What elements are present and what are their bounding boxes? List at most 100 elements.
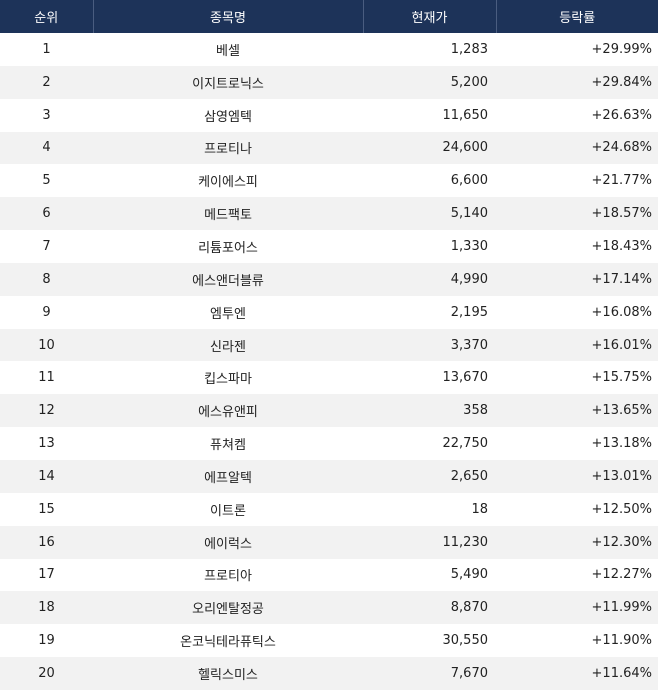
table-cell: 에프알텍 [93, 459, 363, 493]
table-cell: 7 [42, 238, 51, 254]
table-cell: 이트론 [210, 503, 246, 519]
table-cell: 30,550 [442, 633, 489, 649]
table-cell: 리튬포어스 [198, 240, 258, 256]
table-cell: 이지트로닉스 [93, 65, 363, 99]
table-row: 14 에프알텍 2,650 +13.01% [0, 459, 658, 493]
table-row: 16 에이럭스 11,230 +12.30% [0, 525, 658, 559]
table-cell: 18 [471, 501, 488, 517]
table-cell: 10 [0, 328, 93, 362]
table-cell: +12.50% [591, 501, 652, 517]
table-cell: 7,670 [363, 657, 496, 690]
table-row: 4 프로티나 24,600 +24.68% [0, 131, 658, 165]
table-body: 1 베셀 1,283 +29.99% 2 이지트로닉스 5,200 +29.84% 3 삼영엠텍 1… [0, 33, 658, 690]
table-cell: 358 [363, 394, 496, 428]
table-cell: +17.14% [496, 262, 658, 296]
table-row: 12 에스유앤피 358 +13.65% [0, 394, 658, 428]
table-cell: +29.84% [496, 65, 658, 99]
table-row: 7 리튬포어스 1,330 +18.43% [0, 230, 658, 263]
table-cell: 2 [0, 65, 93, 99]
header-cell: 순위 [0, 0, 93, 33]
table-cell: +18.43% [591, 238, 652, 254]
table-row: 3 삼영엠텍 11,650 +26.63% [0, 99, 658, 132]
table-cell: 16 [0, 525, 93, 559]
table-cell: 베셀 [216, 43, 240, 59]
table-cell: +13.01% [496, 459, 658, 493]
table-cell: 헬릭스미스 [93, 657, 363, 690]
table-cell: 오리엔탈정공 [93, 591, 363, 625]
table-cell: 11,650 [442, 107, 489, 123]
table-cell: 3 [42, 107, 51, 123]
table-row: 6 메드팩토 5,140 +18.57% [0, 197, 658, 231]
table-cell: 17 [38, 567, 55, 583]
table-cell: 1,283 [450, 41, 488, 57]
table-cell: 20 [0, 657, 93, 690]
table-cell: 메드팩토 [93, 197, 363, 231]
table-cell: 킵스파마 [204, 372, 252, 388]
table-cell: 1,330 [450, 238, 488, 254]
table-cell: 14 [0, 459, 93, 493]
table-cell: +16.08% [591, 304, 652, 320]
table-cell: 12 [0, 394, 93, 428]
table-cell: +29.99% [591, 41, 652, 57]
table-cell: 에스앤더블류 [93, 262, 363, 296]
table-row: 13 퓨쳐켐 22,750 +13.18% [0, 427, 658, 460]
table-cell: 3,370 [363, 328, 496, 362]
table-row: 19 온코닉테라퓨틱스 30,550 +11.90% [0, 624, 658, 657]
table-cell: +13.18% [591, 436, 652, 452]
table-row: 8 에스앤더블류 4,990 +17.14% [0, 262, 658, 296]
table-cell: 13,670 [442, 370, 489, 386]
table-cell: 22,750 [442, 436, 489, 452]
table-row: 9 엠투엔 2,195 +16.08% [0, 296, 658, 329]
table-row: 1 베셀 1,283 +29.99% [0, 33, 658, 66]
table-cell: +12.27% [591, 567, 652, 583]
table-cell: 5,200 [363, 65, 496, 99]
table-cell: 온코닉테라퓨틱스 [180, 635, 276, 651]
table-cell: 6 [0, 197, 93, 231]
table-cell: 케이에스피 [198, 175, 258, 191]
table-cell: 5,490 [450, 567, 488, 583]
table-row: 17 프로티아 5,490 +12.27% [0, 559, 658, 592]
table-cell: 6,600 [450, 173, 488, 189]
table-cell: +11.90% [591, 633, 652, 649]
table-cell: 엠투엔 [210, 306, 246, 322]
table-row: 2 이지트로닉스 5,200 +29.84% [0, 65, 658, 99]
header-cell: 등락률 [495, 0, 658, 33]
table-cell: +11.64% [496, 657, 658, 690]
table-row: 10 신라젠 3,370 +16.01% [0, 328, 658, 362]
table-cell: 18 [0, 591, 93, 625]
table-row: 5 케이에스피 6,600 +21.77% [0, 164, 658, 197]
table-cell: 에이럭스 [93, 525, 363, 559]
table-row: 11 킵스파마 13,670 +15.75% [0, 361, 658, 394]
table-cell: 프로티아 [204, 569, 252, 585]
table-cell: 15 [38, 501, 55, 517]
table-row: 20 헬릭스미스 7,670 +11.64% [0, 657, 658, 690]
table-cell: 5 [42, 173, 51, 189]
table-cell: 1 [42, 41, 51, 57]
table-cell: 9 [42, 304, 51, 320]
table-cell: 24,600 [363, 131, 496, 165]
table-cell: +13.65% [496, 394, 658, 428]
table-row: 15 이트론 18 +12.50% [0, 493, 658, 526]
table-cell: +15.75% [591, 370, 652, 386]
table-cell: 8,870 [363, 591, 496, 625]
table-row: 18 오리엔탈정공 8,870 +11.99% [0, 591, 658, 625]
table-cell: 신라젠 [93, 328, 363, 362]
table-cell: +11.99% [496, 591, 658, 625]
table-cell: 프로티나 [93, 131, 363, 165]
table-cell: 삼영엠텍 [204, 109, 252, 125]
table-cell: 4 [0, 131, 93, 165]
table-cell: +21.77% [591, 173, 652, 189]
table-cell: 11,230 [363, 525, 496, 559]
table-cell: 8 [0, 262, 93, 296]
header-cell: 현재가 [362, 0, 496, 33]
table-cell: 에스유앤피 [93, 394, 363, 428]
table-cell: 4,990 [363, 262, 496, 296]
table-cell: 퓨쳐켐 [210, 438, 246, 454]
table-cell: 19 [38, 633, 55, 649]
table-cell: +26.63% [591, 107, 652, 123]
table-cell: 5,140 [363, 197, 496, 231]
table-cell: 2,650 [363, 459, 496, 493]
table-cell: +18.57% [496, 197, 658, 231]
